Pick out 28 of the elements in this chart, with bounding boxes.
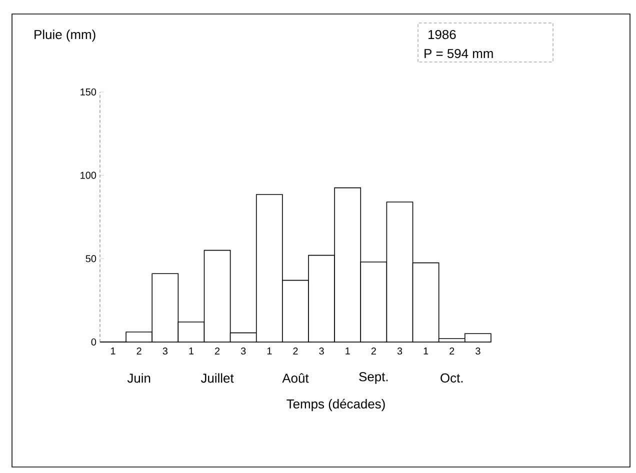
chart-subtitle: P = 594 mm xyxy=(424,48,493,58)
x-tick-label: 2 xyxy=(293,348,298,354)
x-tick-label: 3 xyxy=(476,348,480,355)
y-tick-label: 150 xyxy=(80,88,96,96)
x-tick-label: 1 xyxy=(189,348,194,354)
x-tick-label: 3 xyxy=(162,348,168,355)
x-tick-label: 1 xyxy=(267,348,272,354)
text: Oct. xyxy=(440,373,463,383)
text: Août xyxy=(282,373,309,383)
text: Juin xyxy=(127,373,150,383)
x-tick-label: 2 xyxy=(136,348,142,354)
x-tick-label: 3 xyxy=(240,348,246,355)
x-tick-label: 3 xyxy=(397,348,402,355)
chart-title: 1986 xyxy=(428,30,456,40)
x-tick-label: 2 xyxy=(450,348,454,354)
x-tick-label: 2 xyxy=(371,348,376,354)
y-axis-title: Pluie (mm) xyxy=(34,30,96,42)
x-tick-label: 1 xyxy=(346,348,350,354)
x-axis-title: Temps (décades) xyxy=(286,398,385,412)
text: Sept. xyxy=(359,372,388,384)
x-tick-label: 3 xyxy=(319,348,324,355)
x-tick-label: 1 xyxy=(424,348,428,354)
text: Juillet xyxy=(200,373,234,383)
y-tick-label: 50 xyxy=(86,255,96,262)
y-tick-label: 100 xyxy=(80,172,96,179)
y-tick-label: 0 xyxy=(91,338,96,346)
x-tick-label: 1 xyxy=(111,348,116,354)
x-tick-label: 2 xyxy=(215,348,220,354)
